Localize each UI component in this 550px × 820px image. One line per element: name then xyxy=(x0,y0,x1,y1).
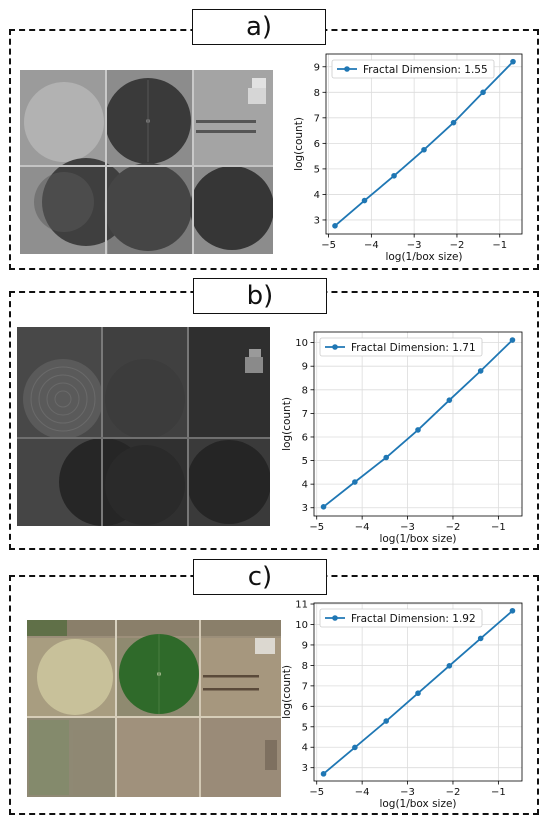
panel-c-x-tick-label: −3 xyxy=(400,787,415,798)
panel-a-y-axis-label: log(count) xyxy=(293,117,305,171)
panel-c-data-point xyxy=(477,635,484,642)
panel-c-legend-box xyxy=(319,608,483,628)
panel-a-data-point xyxy=(391,172,397,179)
panel-a-data-point xyxy=(510,58,516,65)
panel-c-data-point xyxy=(320,771,327,777)
panel-b-y-tick-label: 6 xyxy=(302,432,308,443)
panel-a-chart-svg: −5 −4 −3 −2 −1 3 4 5 6 7 8 9 Fractal Dimension: 1.… xyxy=(293,53,523,262)
panel-b-satellite-image xyxy=(17,327,270,526)
panel-b-legend: Fractal Dimension: 1.71 xyxy=(319,337,483,357)
panel-c-x-axis-label: log(1/box size) xyxy=(379,798,456,809)
panel-b-y-axis-label: log(count) xyxy=(281,397,293,451)
panel-b-y-tick-label: 7 xyxy=(302,409,308,420)
panel-c-legend-marker xyxy=(332,615,338,621)
panel-c-y-tick-label: 10 xyxy=(295,620,308,631)
panel-a-y-tick-label: 9 xyxy=(314,62,320,73)
panel-a-x-tick-label: −5 xyxy=(321,240,336,251)
panel-b-x-axis-label: log(1/box size) xyxy=(379,533,456,544)
panel-b-legend-text: Fractal Dimension: 1.71 xyxy=(351,342,476,354)
panel-c-y-tick-label: 11 xyxy=(295,600,308,611)
panel-b-y-tick-label: 3 xyxy=(302,503,308,514)
panel-c-y-tick-label: 9 xyxy=(302,640,308,651)
panel-b-data-point xyxy=(320,504,327,510)
panel-c-data-point xyxy=(446,663,453,669)
panel-a-y-tick-label: 4 xyxy=(314,190,320,201)
panel-a-label: a) xyxy=(192,9,326,45)
panel-b-x-tick-label: −1 xyxy=(491,522,506,533)
panel-b-data-point xyxy=(477,368,484,374)
panel-b-x-tick-label: −2 xyxy=(446,522,461,533)
panel-b-chart-svg: −5 −4 −3 −2 −1 3 4 5 6 7 8 9 10 Fractal Dimension: … xyxy=(281,331,523,544)
panel-c-satellite-image xyxy=(27,620,281,797)
panel-a-satellite-image xyxy=(20,70,273,254)
panel-b-data-point xyxy=(446,397,453,403)
panel-a-legend-text: Fractal Dimension: 1.55 xyxy=(363,64,488,76)
panel-a-data-point xyxy=(421,146,427,153)
panel-c-x-tick-label: −5 xyxy=(309,787,324,798)
panel-c-data-point xyxy=(415,690,421,697)
panel-b-x-tick-label: −5 xyxy=(309,522,324,533)
panel-a-x-tick-label: −2 xyxy=(450,240,465,251)
panel-c-y-tick-label: 5 xyxy=(302,722,308,733)
panel-a-x-tick-label: −3 xyxy=(407,240,422,251)
panel-a-y-tick-label: 5 xyxy=(314,164,320,175)
panel-a-x-tick-label: −4 xyxy=(364,240,379,251)
panel-a-y-tick-label: 7 xyxy=(314,113,320,124)
panel-c-y-tick-label: 8 xyxy=(302,661,308,672)
panel-c-chart-svg: −5 −4 −3 −2 −1 3 4 5 6 7 8 9 10 11 Fractal Dimension… xyxy=(281,600,523,809)
panel-b-x-tick-label: −3 xyxy=(400,522,415,533)
panel-b-series-line xyxy=(322,339,514,508)
panel-c-data-point xyxy=(509,607,516,614)
panel-a-data-point xyxy=(480,89,486,96)
panel-a-legend-box xyxy=(331,59,495,79)
panel-c-label: c) xyxy=(193,559,327,595)
panel-c-y-tick-label: 7 xyxy=(302,681,308,692)
panel-a-y-tick-label: 8 xyxy=(314,88,320,99)
panel-b-y-tick-label: 10 xyxy=(295,338,308,349)
panel-a-x-tick-label: −1 xyxy=(492,240,507,251)
panel-c-data-point xyxy=(383,718,390,724)
panel-b-y-tick-label: 9 xyxy=(302,362,308,373)
panel-b-chart: −5 −4 −3 −2 −1 3 4 5 6 7 8 9 10 Fractal Dimension: … xyxy=(280,326,528,544)
panel-c-legend: Fractal Dimension: 1.92 xyxy=(319,608,483,628)
panel-b-y-tick-label: 4 xyxy=(302,480,308,491)
panel-a-legend-marker xyxy=(344,66,350,72)
panel-a-data-point xyxy=(361,197,368,204)
panel-b-legend-box xyxy=(319,337,483,357)
panel-c-x-tick-label: −1 xyxy=(491,787,506,798)
panel-c-y-tick-label: 6 xyxy=(302,702,308,713)
panel-c-x-tick-label: −2 xyxy=(446,787,461,798)
panel-b-label: b) xyxy=(193,278,327,314)
panel-b-legend-marker xyxy=(332,344,338,350)
panel-b-data-point xyxy=(509,337,516,343)
panel-c-legend-text: Fractal Dimension: 1.92 xyxy=(351,613,476,625)
panel-a-legend: Fractal Dimension: 1.55 xyxy=(331,59,495,79)
panel-a-y-tick-label: 6 xyxy=(314,139,320,150)
panel-c-y-axis-label: log(count) xyxy=(281,665,293,719)
panel-b-x-tick-label: −4 xyxy=(355,522,370,533)
panel-b-data-point xyxy=(415,427,421,433)
panel-b-data-point xyxy=(383,454,390,461)
panel-c-y-tick-label: 4 xyxy=(302,743,308,754)
panel-c-x-tick-label: −4 xyxy=(355,787,370,798)
panel-a-x-axis-label: log(1/box size) xyxy=(385,251,462,262)
panel-c-y-tick-label: 3 xyxy=(302,763,308,774)
panel-a-y-tick-label: 3 xyxy=(314,215,320,226)
panel-b-y-tick-label: 5 xyxy=(302,456,308,467)
panel-a-data-point xyxy=(332,223,338,229)
panel-a-chart: −5 −4 −3 −2 −1 3 4 5 6 7 8 9 Fractal Dimension: 1.… xyxy=(292,48,528,262)
panel-c-chart: −5 −4 −3 −2 −1 3 4 5 6 7 8 9 10 11 Fractal Dimension… xyxy=(280,597,528,809)
panel-a-data-point xyxy=(450,119,457,126)
panel-b-y-tick-label: 8 xyxy=(302,385,308,396)
panel-c-data-point xyxy=(352,744,358,751)
panel-b-data-point xyxy=(352,479,358,485)
